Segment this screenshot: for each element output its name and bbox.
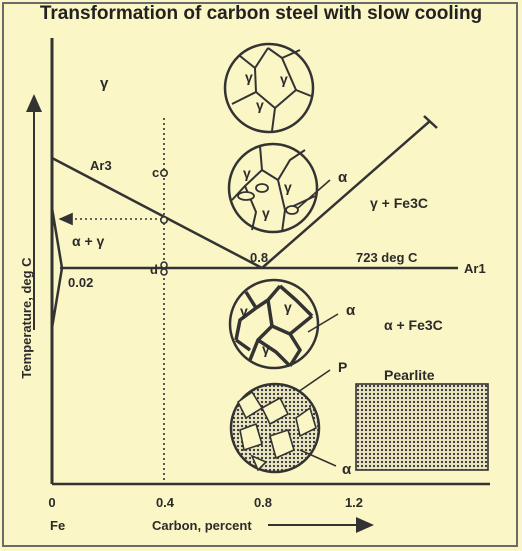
micro3-gamma-2: γ <box>284 299 292 315</box>
micro3-alpha-label: α <box>346 302 356 319</box>
ar1-temperature-label: 723 deg C <box>356 250 418 265</box>
micrograph-austenite: γ γ γ <box>223 42 315 134</box>
micro1-gamma-1: γ <box>245 69 253 85</box>
region-alpha-fe3c-label: α + Fe3C <box>384 317 443 333</box>
micro3-gamma-1: γ <box>240 303 248 319</box>
pearlite-box <box>355 383 489 471</box>
micro3-gamma-3: γ <box>262 341 270 357</box>
micro2-gamma-3: γ <box>262 205 270 221</box>
x-origin-label: Fe <box>50 518 65 533</box>
region-gamma-label: γ <box>100 75 109 92</box>
micrograph-ferrite-network: γ γ γ α <box>228 278 356 370</box>
ferrite-limit-label: 0.02 <box>68 275 93 290</box>
point-d-label: d <box>150 262 158 277</box>
point-ar3-marker <box>160 216 169 225</box>
ar3-label: Ar3 <box>90 158 112 173</box>
point-c-marker <box>160 169 169 178</box>
x-tick-12: 1.2 <box>345 495 363 510</box>
micro1-gamma-3: γ <box>256 97 264 113</box>
ar1-label: Ar1 <box>464 261 486 276</box>
micrograph-ferrite-pearlite: P α <box>229 359 352 478</box>
micro4-alpha-label: α <box>342 461 352 478</box>
micro4-pearlite-label: P <box>338 359 347 375</box>
y-axis-label: Temperature, deg C <box>19 257 34 379</box>
micrograph-ferrite-nucleation: γ γ γ α <box>227 142 348 234</box>
acm-line <box>261 120 431 269</box>
micro2-alpha-label: α <box>338 169 348 186</box>
micro2-gamma-2: γ <box>284 179 292 195</box>
pearlite-box-label: Pearlite <box>384 367 435 383</box>
ferrite-solvus <box>50 207 64 329</box>
region-gamma-fe3c-label: γ + Fe3C <box>370 195 428 211</box>
x-tick-08: 0.8 <box>254 495 272 510</box>
eutectoid-composition-label: 0.8 <box>250 250 268 265</box>
point-c-label: c <box>152 165 159 180</box>
x-axis-label: Carbon, percent <box>152 518 252 533</box>
micro1-gamma-2: γ <box>280 71 288 87</box>
point-d-marker-top <box>160 261 168 269</box>
x-tick-0: 0 <box>48 495 55 510</box>
acm-line-tick <box>423 115 438 129</box>
micro2-gamma-1: γ <box>243 165 251 181</box>
ar3-line <box>51 156 263 270</box>
point-d-marker-bottom <box>160 268 168 276</box>
region-alpha-gamma-label: α + γ <box>72 233 105 249</box>
x-tick-04: 0.4 <box>156 495 175 510</box>
diagram-title: Transformation of carbon steel with slow… <box>39 3 483 24</box>
